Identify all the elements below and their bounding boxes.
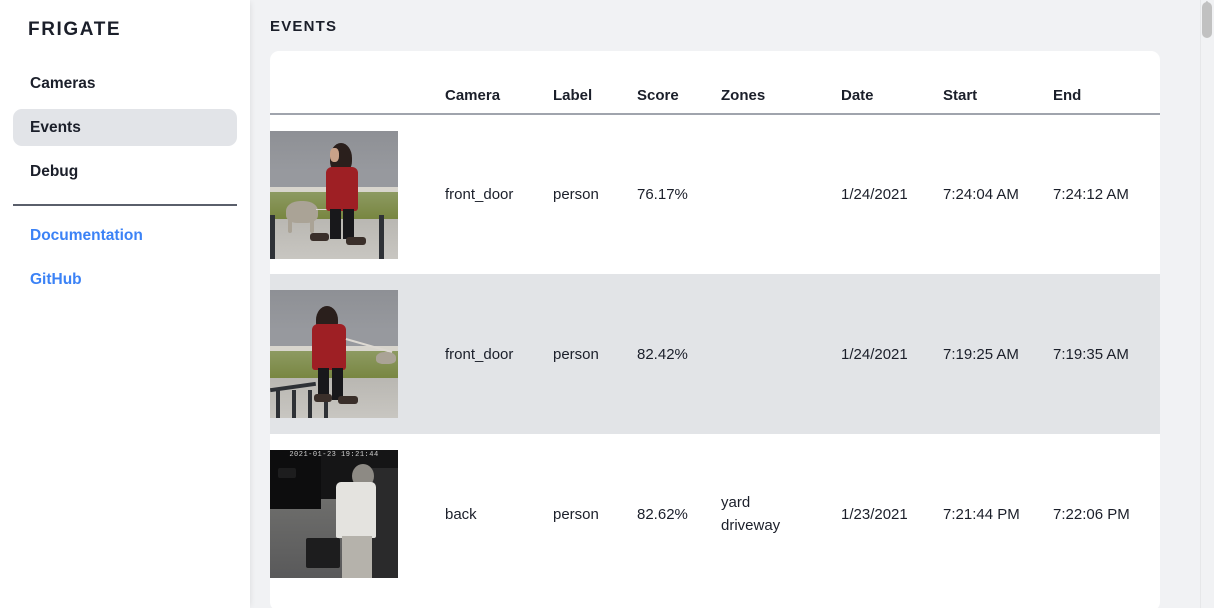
sidebar-link-label: Documentation (30, 227, 143, 244)
event-start: 7:19:25 AM (943, 274, 1053, 434)
main-content: EVENTS Camera Label Score Zones Date Sta… (250, 0, 1214, 608)
column-header-camera[interactable]: Camera (445, 51, 553, 115)
sidebar-nav: Cameras Events Debug Documentation GitHu… (13, 65, 237, 299)
event-end: 7:24:12 AM (1053, 186, 1129, 203)
sidebar-item-cameras[interactable]: Cameras (13, 65, 237, 102)
event-end: 7:19:35 AM (1053, 274, 1160, 434)
sidebar-link-github[interactable]: GitHub (13, 262, 237, 299)
event-thumbnail-cell (270, 114, 445, 274)
table-header-row: Camera Label Score Zones Date Start End (270, 51, 1160, 115)
event-label[interactable]: person (553, 274, 637, 434)
sidebar-divider (13, 204, 237, 206)
event-start: 7:21:44 PM (943, 505, 1020, 523)
event-score: 82.62% (637, 505, 688, 523)
event-camera[interactable]: back (445, 505, 477, 523)
table-row[interactable]: 2021-01-23 19:21:44 back person 82.62% y… (270, 434, 1160, 594)
event-score: 76.17% (637, 186, 688, 203)
table-row[interactable]: front_door person 76.17% 1/24/2021 7:24:… (270, 114, 1160, 274)
event-label[interactable]: person (553, 505, 599, 523)
event-date: 1/24/2021 (841, 274, 943, 434)
sidebar-item-debug[interactable]: Debug (13, 153, 237, 190)
sidebar-link-documentation[interactable]: Documentation (13, 218, 237, 255)
event-zone-item[interactable]: driveway (721, 517, 781, 534)
event-thumbnail[interactable] (270, 130, 398, 259)
column-header-start[interactable]: Start (943, 51, 1053, 115)
sidebar: FRIGATE Cameras Events Debug Documentati… (0, 0, 250, 608)
page-scrollbar[interactable]: ▲ (1200, 0, 1214, 608)
sidebar-item-events[interactable]: Events (13, 109, 237, 146)
column-header-zones[interactable]: Zones (721, 51, 841, 115)
thumbnail-timestamp: 2021-01-23 19:21:44 (289, 451, 379, 459)
event-end: 7:22:06 PM (1053, 505, 1130, 523)
event-date: 1/24/2021 (841, 186, 908, 203)
event-label[interactable]: person (553, 186, 599, 203)
events-table: Camera Label Score Zones Date Start End (270, 51, 1160, 594)
event-date: 1/23/2021 (841, 505, 908, 523)
event-thumbnail-cell: 2021-01-23 19:21:44 (270, 434, 445, 594)
sidebar-item-label: Cameras (30, 74, 96, 92)
sidebar-link-label: GitHub (30, 271, 82, 288)
event-zone-item[interactable]: yard (721, 493, 751, 511)
event-thumbnail[interactable] (270, 290, 398, 418)
column-header-thumbnail[interactable] (270, 51, 445, 115)
sidebar-item-label: Events (30, 118, 81, 136)
event-score: 82.42% (637, 274, 721, 434)
event-zones[interactable]: yard driveway (721, 434, 841, 594)
column-header-label[interactable]: Label (553, 51, 637, 115)
event-zones (721, 274, 841, 434)
event-start: 7:24:04 AM (943, 186, 1019, 203)
event-thumbnail[interactable]: 2021-01-23 19:21:44 (270, 450, 398, 578)
events-card: Camera Label Score Zones Date Start End (270, 51, 1160, 608)
events-table-body: front_door person 76.17% 1/24/2021 7:24:… (270, 114, 1160, 594)
table-row[interactable]: front_door person 82.42% 1/24/2021 7:19:… (270, 274, 1160, 434)
column-header-score[interactable]: Score (637, 51, 721, 115)
event-zones (721, 114, 841, 274)
column-header-end[interactable]: End (1053, 51, 1160, 115)
brand-title: FRIGATE (28, 19, 122, 40)
sidebar-item-label: Debug (30, 162, 79, 180)
event-camera[interactable]: front_door (445, 186, 514, 203)
event-camera[interactable]: front_door (445, 274, 553, 434)
events-table-head: Camera Label Score Zones Date Start End (270, 51, 1160, 115)
scrollbar-thumb[interactable] (1202, 2, 1212, 38)
column-header-date[interactable]: Date (841, 51, 943, 115)
page-title: EVENTS (270, 18, 338, 35)
event-thumbnail-cell (270, 274, 445, 434)
